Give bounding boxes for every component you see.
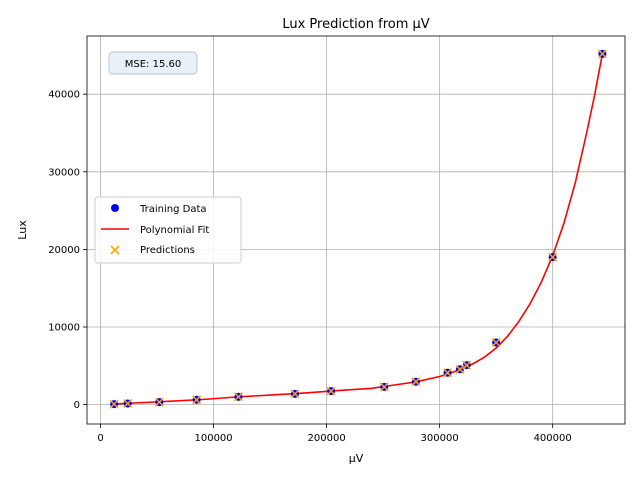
prediction-marker-stroke	[443, 368, 453, 378]
y-tick-label: 40000	[48, 90, 80, 101]
prediction-marker-stroke	[491, 337, 501, 348]
plot-frame	[86, 35, 626, 425]
prediction-marker-stroke	[290, 389, 300, 399]
prediction-point	[491, 337, 501, 348]
legend-marker-training	[111, 204, 119, 212]
legend-label-predictions: Predictions	[140, 245, 195, 256]
prediction-point	[123, 398, 133, 409]
prediction-point	[154, 397, 164, 407]
prediction-point	[109, 399, 119, 409]
y-tick-label: 10000	[48, 323, 80, 334]
x-tick-label: 400000	[534, 433, 572, 444]
prediction-marker-stroke	[379, 382, 389, 392]
prediction-point	[548, 252, 558, 262]
prediction-point	[443, 368, 453, 378]
prediction-point	[290, 389, 300, 399]
y-tick-label: 20000	[48, 245, 80, 256]
y-axis-label: Lux	[16, 220, 29, 240]
legend-label-fit: Polynomial Fit	[140, 225, 209, 236]
prediction-point	[192, 395, 202, 405]
x-tick-label: 100000	[194, 433, 232, 444]
prediction-point	[462, 360, 472, 370]
prediction-marker-stroke	[411, 377, 421, 387]
legend-marker-predictions	[110, 245, 120, 255]
chart-title: Lux Prediction from μV	[282, 17, 429, 32]
prediction-marker-stroke	[462, 360, 472, 370]
prediction-marker-stroke	[192, 395, 202, 405]
prediction-marker-stroke	[123, 398, 133, 409]
x-tick-label: 200000	[308, 433, 346, 444]
prediction-marker-stroke	[154, 397, 164, 407]
mse-annotation: MSE: 15.60	[108, 51, 198, 75]
prediction-marker-stroke	[548, 252, 558, 262]
prediction-marker-stroke	[455, 364, 465, 374]
prediction-marker-stroke	[233, 392, 243, 402]
legend-box	[94, 196, 242, 264]
prediction-point	[379, 382, 389, 392]
prediction-point	[455, 364, 465, 374]
prediction-point	[411, 377, 421, 387]
data-points-layer	[109, 49, 607, 409]
mse-annotation-text: MSE: 15.60	[125, 59, 181, 70]
y-tick-label: 0	[74, 400, 80, 411]
grid	[87, 36, 625, 424]
prediction-point	[597, 49, 607, 59]
prediction-marker-stroke	[326, 386, 336, 396]
axis-ticks: 0 100000 200000 300000 400000 0 10000 20000 3000…	[48, 90, 572, 444]
x-tick-label: 0	[97, 433, 103, 444]
mse-annotation-box	[108, 51, 198, 75]
prediction-marker-stroke	[109, 399, 119, 409]
prediction-marker-stroke	[597, 49, 607, 59]
prediction-point	[233, 392, 243, 402]
x-axis-label: μV	[349, 452, 364, 465]
legend: Training Data Polynomial Fit Predictions	[94, 196, 242, 264]
y-tick-label: 30000	[48, 167, 80, 178]
prediction-point	[326, 386, 336, 396]
x-tick-label: 300000	[421, 433, 459, 444]
legend-label-training: Training Data	[139, 204, 207, 215]
